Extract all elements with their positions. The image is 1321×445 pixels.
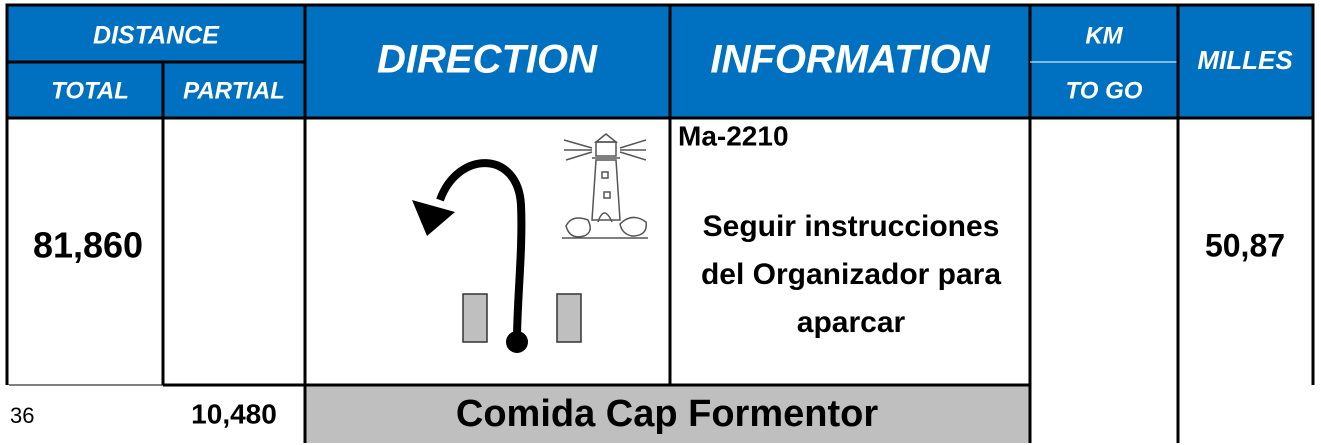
lighthouse-icon <box>562 133 648 239</box>
arrow-path <box>436 159 526 341</box>
outer-border <box>5 3 1315 445</box>
parked-car <box>462 293 488 343</box>
milles-value: 50,87 <box>1205 227 1285 263</box>
arrow-head <box>412 200 455 236</box>
stop-label: Comida Cap Formentor <box>456 393 878 435</box>
header-total: TOTAL <box>51 77 129 104</box>
table-borders <box>5 3 1315 445</box>
header-information: INFORMATION <box>710 38 990 82</box>
header-distance: DISTANCE <box>93 22 220 50</box>
parked-car <box>556 293 582 343</box>
header-km: KM <box>1085 22 1123 49</box>
header-partial: PARTIAL <box>183 77 285 104</box>
header-milles: MILLES <box>1197 45 1293 75</box>
header-to-go: TO GO <box>1066 77 1143 104</box>
arrow-start <box>506 331 528 353</box>
header-direction: DIRECTION <box>377 38 598 82</box>
total-distance: 81,860 <box>33 225 143 266</box>
info-line: del Organizador para <box>701 258 1001 291</box>
step-number: 36 <box>10 403 34 428</box>
info-line: Seguir instrucciones <box>703 210 1000 243</box>
partial-distance: 10,480 <box>191 398 277 429</box>
direction-diagram <box>412 159 582 353</box>
road-code: Ma-2210 <box>678 120 789 151</box>
info-line: aparcar <box>797 306 906 339</box>
label-band <box>305 386 1030 445</box>
